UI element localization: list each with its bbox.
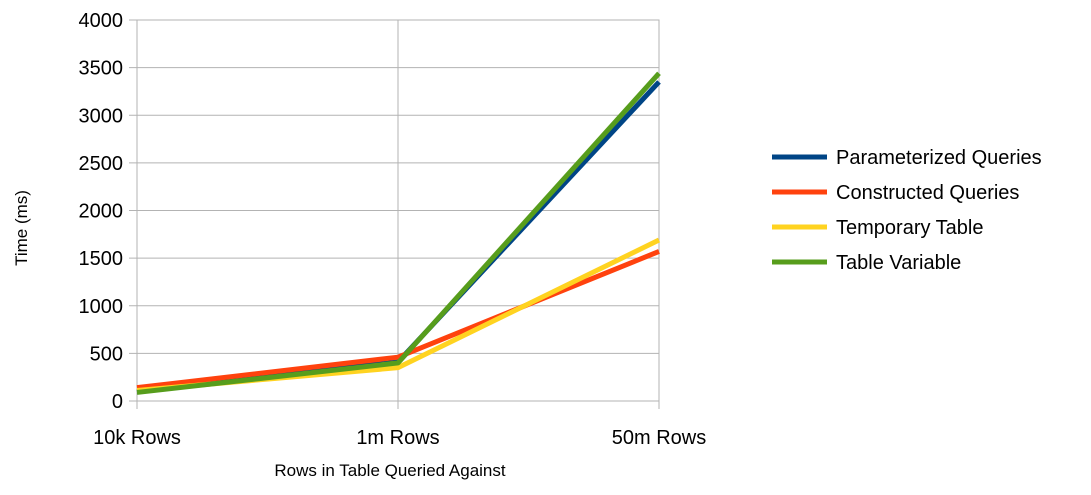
y-tick-label: 1500 [79, 248, 124, 270]
series-lines [136, 71, 661, 395]
legend-label-0: Parameterized Queries [836, 147, 1042, 169]
legend-label-1: Constructed Queries [836, 182, 1019, 204]
y-tick-label: 2000 [79, 201, 124, 223]
y-tick-label: 3500 [79, 58, 124, 80]
y-axis-title: Time (ms) [12, 190, 31, 266]
x-tick-labels: 10k Rows 1m Rows 50m Rows [93, 427, 706, 449]
y-tick-label: 4000 [79, 10, 124, 32]
y-tick-label: 500 [90, 343, 123, 365]
series-line-3 [136, 71, 661, 395]
gridlines [136, 19, 660, 402]
y-tick-label: 3000 [79, 105, 124, 127]
y-tick-label: 2500 [79, 153, 124, 175]
x-tick-label: 1m Rows [356, 427, 439, 449]
x-axis-title: Rows in Table Queried Against [274, 461, 505, 480]
legend: Parameterized Queries Constructed Queries… [772, 147, 1042, 274]
y-tick-label: 0 [112, 391, 123, 413]
x-tick-label: 50m Rows [612, 427, 706, 449]
legend-label-2: Temporary Table [836, 217, 983, 239]
axes [129, 19, 660, 409]
series-line-1 [136, 249, 660, 391]
y-tick-label: 1000 [79, 296, 124, 318]
y-tick-labels: 0 500 1000 1500 2000 2500 3000 3500 4000 [79, 10, 124, 413]
x-tick-label: 10k Rows [93, 427, 181, 449]
legend-label-3: Table Variable [836, 252, 961, 274]
plot-area-border [136, 19, 660, 402]
